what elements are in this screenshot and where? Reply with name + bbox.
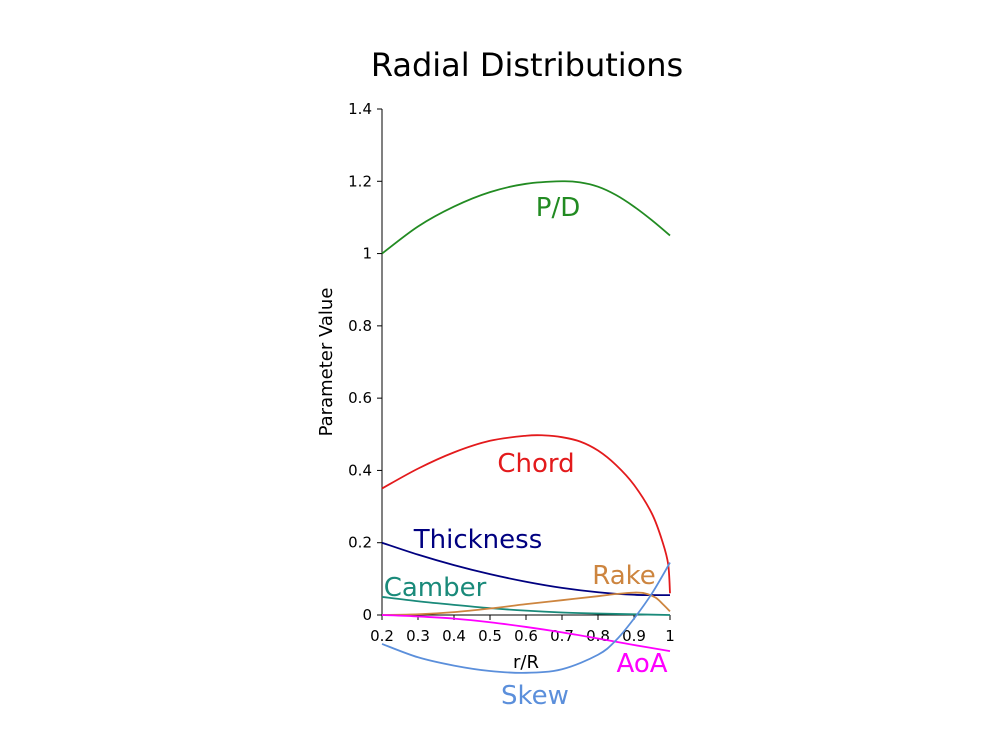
x-tick-label: 0.4 [442,627,466,645]
series-labels: P/D Chord Thickness Camber Rake AoA Skew [384,193,668,711]
series-line-camber [381,596,671,616]
series-line-aoa [381,614,671,653]
x-tick-label: 0.9 [622,627,646,645]
series-label-chord: Chord [497,449,574,479]
y-tick-label: 1.4 [348,100,372,118]
series-line-thickness [381,541,671,597]
series-label-thickness: Thickness [413,525,543,555]
x-tick-label: 0.2 [370,627,394,645]
series-line-chord [381,434,671,594]
y-axis-label: Parameter Value [316,288,337,437]
chart-title: Radial Distributions [371,46,683,84]
x-tick-label: 0.5 [478,627,502,645]
series-line-rake [381,591,671,616]
y-tick-label: 0.8 [348,317,372,335]
series-line-skew [381,562,671,674]
y-tick-label: 0.4 [348,461,372,479]
tick-marks: 0 0.2 0.4 0.6 0.8 1 1.2 1.4 0.2 0.3 0.4 0.5 0.6 0.7 0.… [348,100,675,645]
x-axis-label: r/R [513,652,539,673]
y-tick-label: 1.2 [348,172,372,190]
series-line-p-d [381,180,671,255]
series-label-camber: Camber [384,573,487,603]
x-tick-label: 0.6 [514,627,538,645]
series-lines [381,180,671,674]
series-label-aoa: AoA [616,649,667,679]
x-tick-label: 0.3 [406,627,430,645]
series-label-p-d: P/D [536,193,580,223]
series-label-rake: Rake [592,561,656,591]
x-tick-label: 0.7 [550,627,574,645]
x-tick-label: 1 [665,627,675,645]
y-tick-label: 0.2 [348,534,372,552]
x-tick-label: 0.8 [586,627,610,645]
y-tick-label: 0 [362,606,372,624]
series-label-skew: Skew [501,681,569,711]
y-tick-label: 1 [362,245,372,263]
y-tick-label: 0.6 [348,389,372,407]
